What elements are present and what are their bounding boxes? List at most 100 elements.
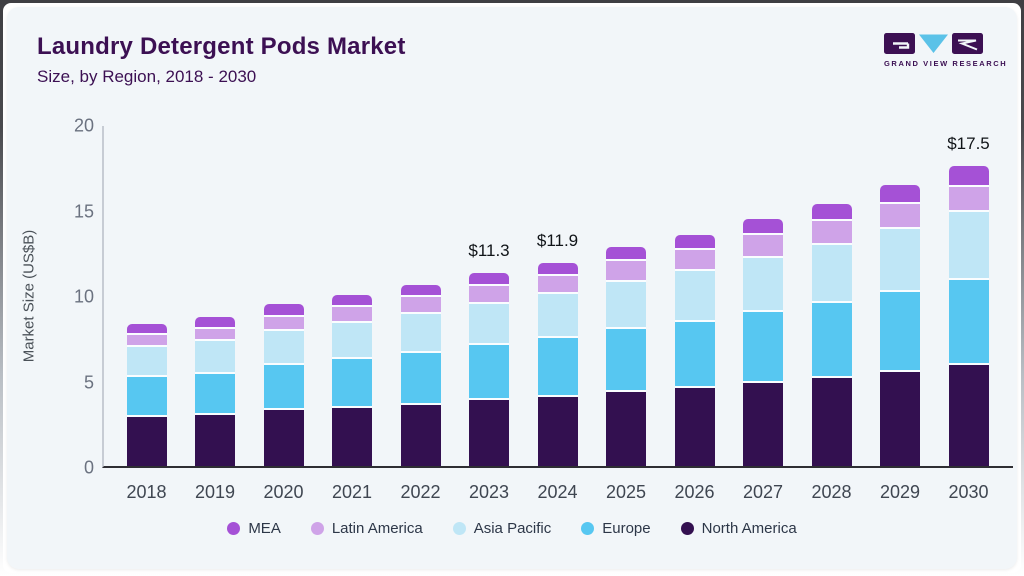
x-label-2028: 2028 bbox=[811, 482, 852, 502]
page-subtitle: Size, by Region, 2018 - 2030 bbox=[37, 67, 257, 86]
segment-europe bbox=[674, 319, 715, 386]
x-label-2020: 2020 bbox=[263, 482, 304, 502]
segment-asia-pacific bbox=[674, 269, 715, 320]
legend-dot-icon bbox=[310, 522, 324, 535]
segment-north-america bbox=[674, 385, 715, 466]
bar-2027 bbox=[743, 218, 783, 466]
segment-mea bbox=[469, 272, 509, 284]
segment-north-america bbox=[743, 381, 783, 466]
segment-latin-america bbox=[332, 305, 372, 321]
segment-north-america bbox=[880, 370, 920, 466]
segment-latin-america bbox=[606, 259, 646, 280]
segment-mea bbox=[263, 304, 304, 315]
x-label-2025: 2025 bbox=[605, 482, 647, 502]
segment-asia-pacific bbox=[332, 320, 372, 358]
legend-label: Asia Pacific bbox=[473, 520, 552, 537]
legend-dot-icon bbox=[680, 522, 694, 535]
value-label-2023: $11.3 bbox=[468, 240, 510, 260]
chart-legend: MEA Latin America Asia Pacific Europe North … bbox=[7, 520, 1017, 537]
legend-dot-icon bbox=[227, 522, 241, 535]
segment-asia-pacific bbox=[880, 226, 920, 290]
bar-2018 bbox=[126, 324, 167, 466]
segment-mea bbox=[332, 295, 372, 306]
segment-asia-pacific bbox=[195, 339, 235, 372]
segment-europe bbox=[469, 342, 509, 399]
bar-2020 bbox=[263, 304, 304, 466]
segment-asia-pacific bbox=[126, 344, 167, 376]
value-label-2024: $11.9 bbox=[536, 230, 579, 250]
segment-asia-pacific bbox=[811, 242, 852, 301]
segment-latin-america bbox=[948, 184, 989, 211]
segment-latin-america bbox=[811, 218, 852, 243]
y-tick-15: 15 bbox=[73, 201, 94, 221]
page-title: Laundry Detergent Pods Market bbox=[37, 33, 406, 60]
bar-2029 bbox=[880, 184, 920, 466]
legend-item-europe: Europe bbox=[581, 520, 651, 537]
legend-item-mea: MEA bbox=[227, 520, 281, 537]
frame-inner: Laundry Detergent Pods Market Size, by R… bbox=[3, 3, 1021, 573]
segment-europe bbox=[811, 300, 852, 377]
bar-2023 bbox=[469, 272, 509, 466]
y-tick-20: 20 bbox=[73, 115, 94, 136]
legend-label: North America bbox=[701, 520, 797, 537]
segment-latin-america bbox=[674, 247, 715, 270]
segment-mea bbox=[948, 165, 989, 185]
segment-mea bbox=[195, 317, 235, 327]
x-label-2022: 2022 bbox=[400, 482, 441, 502]
bar-2024 bbox=[537, 262, 578, 466]
y-tick-5: 5 bbox=[83, 372, 94, 392]
segment-latin-america bbox=[195, 326, 235, 340]
segment-mea bbox=[880, 184, 920, 202]
segment-europe bbox=[263, 363, 304, 408]
x-label-2018: 2018 bbox=[126, 482, 167, 502]
x-label-2019: 2019 bbox=[194, 482, 236, 502]
legend-label: Europe bbox=[602, 520, 651, 537]
segment-mea bbox=[537, 262, 578, 274]
x-label-2024: 2024 bbox=[537, 482, 578, 502]
segment-europe bbox=[743, 310, 783, 382]
segment-north-america bbox=[263, 407, 304, 466]
gvr-logo: GRAND VIEW RESEARCH bbox=[884, 33, 1006, 68]
segment-mea bbox=[126, 324, 167, 333]
segment-north-america bbox=[537, 395, 578, 466]
segment-north-america bbox=[400, 402, 441, 466]
legend-item-north-america: North America bbox=[680, 520, 797, 537]
bar-2025 bbox=[606, 247, 646, 466]
segment-north-america bbox=[606, 389, 646, 466]
x-label-2030: 2030 bbox=[948, 482, 989, 502]
segment-mea bbox=[674, 235, 715, 248]
bar-2028 bbox=[811, 203, 852, 466]
legend-label: Latin America bbox=[331, 520, 423, 537]
segment-asia-pacific bbox=[400, 312, 441, 352]
segment-europe bbox=[195, 371, 235, 413]
segment-north-america bbox=[332, 406, 372, 466]
plot-area: Market Size (US$B) 0 5 10 15 20 2018 2019 2020 2… bbox=[21, 116, 1013, 502]
segment-north-america bbox=[126, 414, 167, 466]
segment-mea bbox=[400, 284, 441, 295]
segment-mea bbox=[811, 203, 852, 219]
x-label-2029: 2029 bbox=[879, 482, 921, 502]
bar-2030 bbox=[948, 165, 989, 466]
legend-dot-icon bbox=[452, 522, 466, 535]
segment-asia-pacific bbox=[948, 210, 989, 278]
segment-north-america bbox=[469, 398, 509, 466]
bar-2026 bbox=[674, 235, 715, 466]
segment-latin-america bbox=[400, 295, 441, 313]
segment-europe bbox=[400, 351, 441, 403]
x-label-2023: 2023 bbox=[468, 482, 510, 502]
segment-europe bbox=[126, 375, 167, 415]
bar-2019 bbox=[195, 317, 235, 466]
legend-item-asia-pacific: Asia Pacific bbox=[452, 520, 552, 537]
segment-europe bbox=[332, 357, 372, 407]
segment-mea bbox=[743, 218, 783, 234]
bar-2022 bbox=[400, 284, 441, 466]
legend-dot-icon bbox=[581, 522, 595, 535]
segment-latin-america bbox=[537, 273, 578, 293]
x-label-2026: 2026 bbox=[674, 482, 715, 502]
y-tick-0: 0 bbox=[83, 457, 94, 478]
x-label-2027: 2027 bbox=[742, 482, 784, 502]
segment-north-america bbox=[948, 363, 989, 466]
chart-card: Laundry Detergent Pods Market Size, by R… bbox=[7, 7, 1017, 569]
segment-latin-america bbox=[469, 283, 509, 302]
